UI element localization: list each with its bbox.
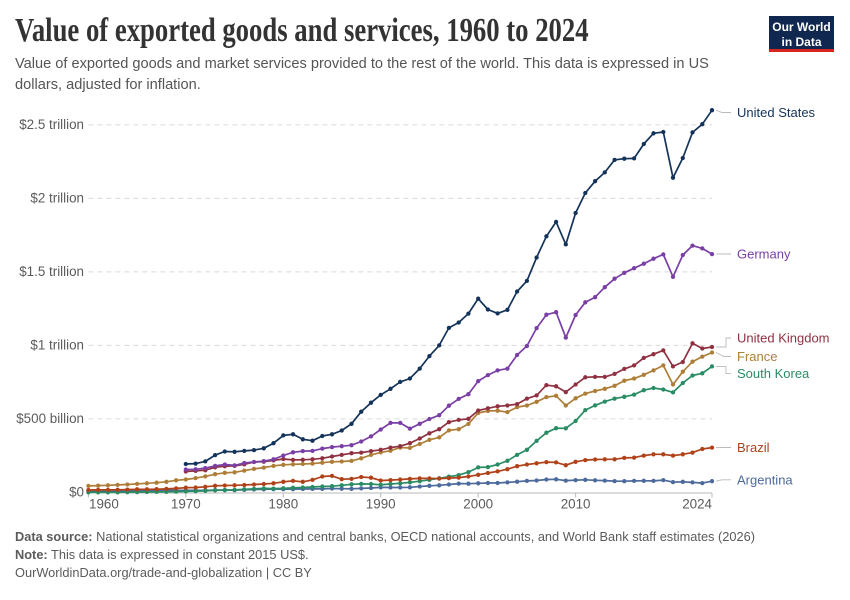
svg-text:$2 trillion: $2 trillion xyxy=(30,191,84,206)
svg-text:Brazil: Brazil xyxy=(737,440,770,455)
svg-text:2024: 2024 xyxy=(682,497,712,512)
svg-text:$500 billion: $500 billion xyxy=(16,411,84,426)
svg-text:$1.5 trillion: $1.5 trillion xyxy=(19,264,84,279)
svg-text:1960: 1960 xyxy=(89,497,119,512)
svg-text:$2.5 trillion: $2.5 trillion xyxy=(19,117,84,132)
svg-text:Germany: Germany xyxy=(737,247,791,262)
svg-text:2010: 2010 xyxy=(561,497,591,512)
svg-text:United States: United States xyxy=(737,105,816,120)
svg-text:France: France xyxy=(737,349,777,364)
svg-text:United Kingdom: United Kingdom xyxy=(737,331,830,346)
svg-text:$0: $0 xyxy=(69,485,84,500)
svg-text:1970: 1970 xyxy=(171,497,201,512)
svg-text:$1 trillion: $1 trillion xyxy=(30,338,84,353)
svg-text:1980: 1980 xyxy=(268,497,298,512)
svg-text:2000: 2000 xyxy=(463,497,493,512)
svg-text:Argentina: Argentina xyxy=(737,472,793,487)
svg-text:South Korea: South Korea xyxy=(737,366,810,381)
svg-text:1990: 1990 xyxy=(366,497,396,512)
